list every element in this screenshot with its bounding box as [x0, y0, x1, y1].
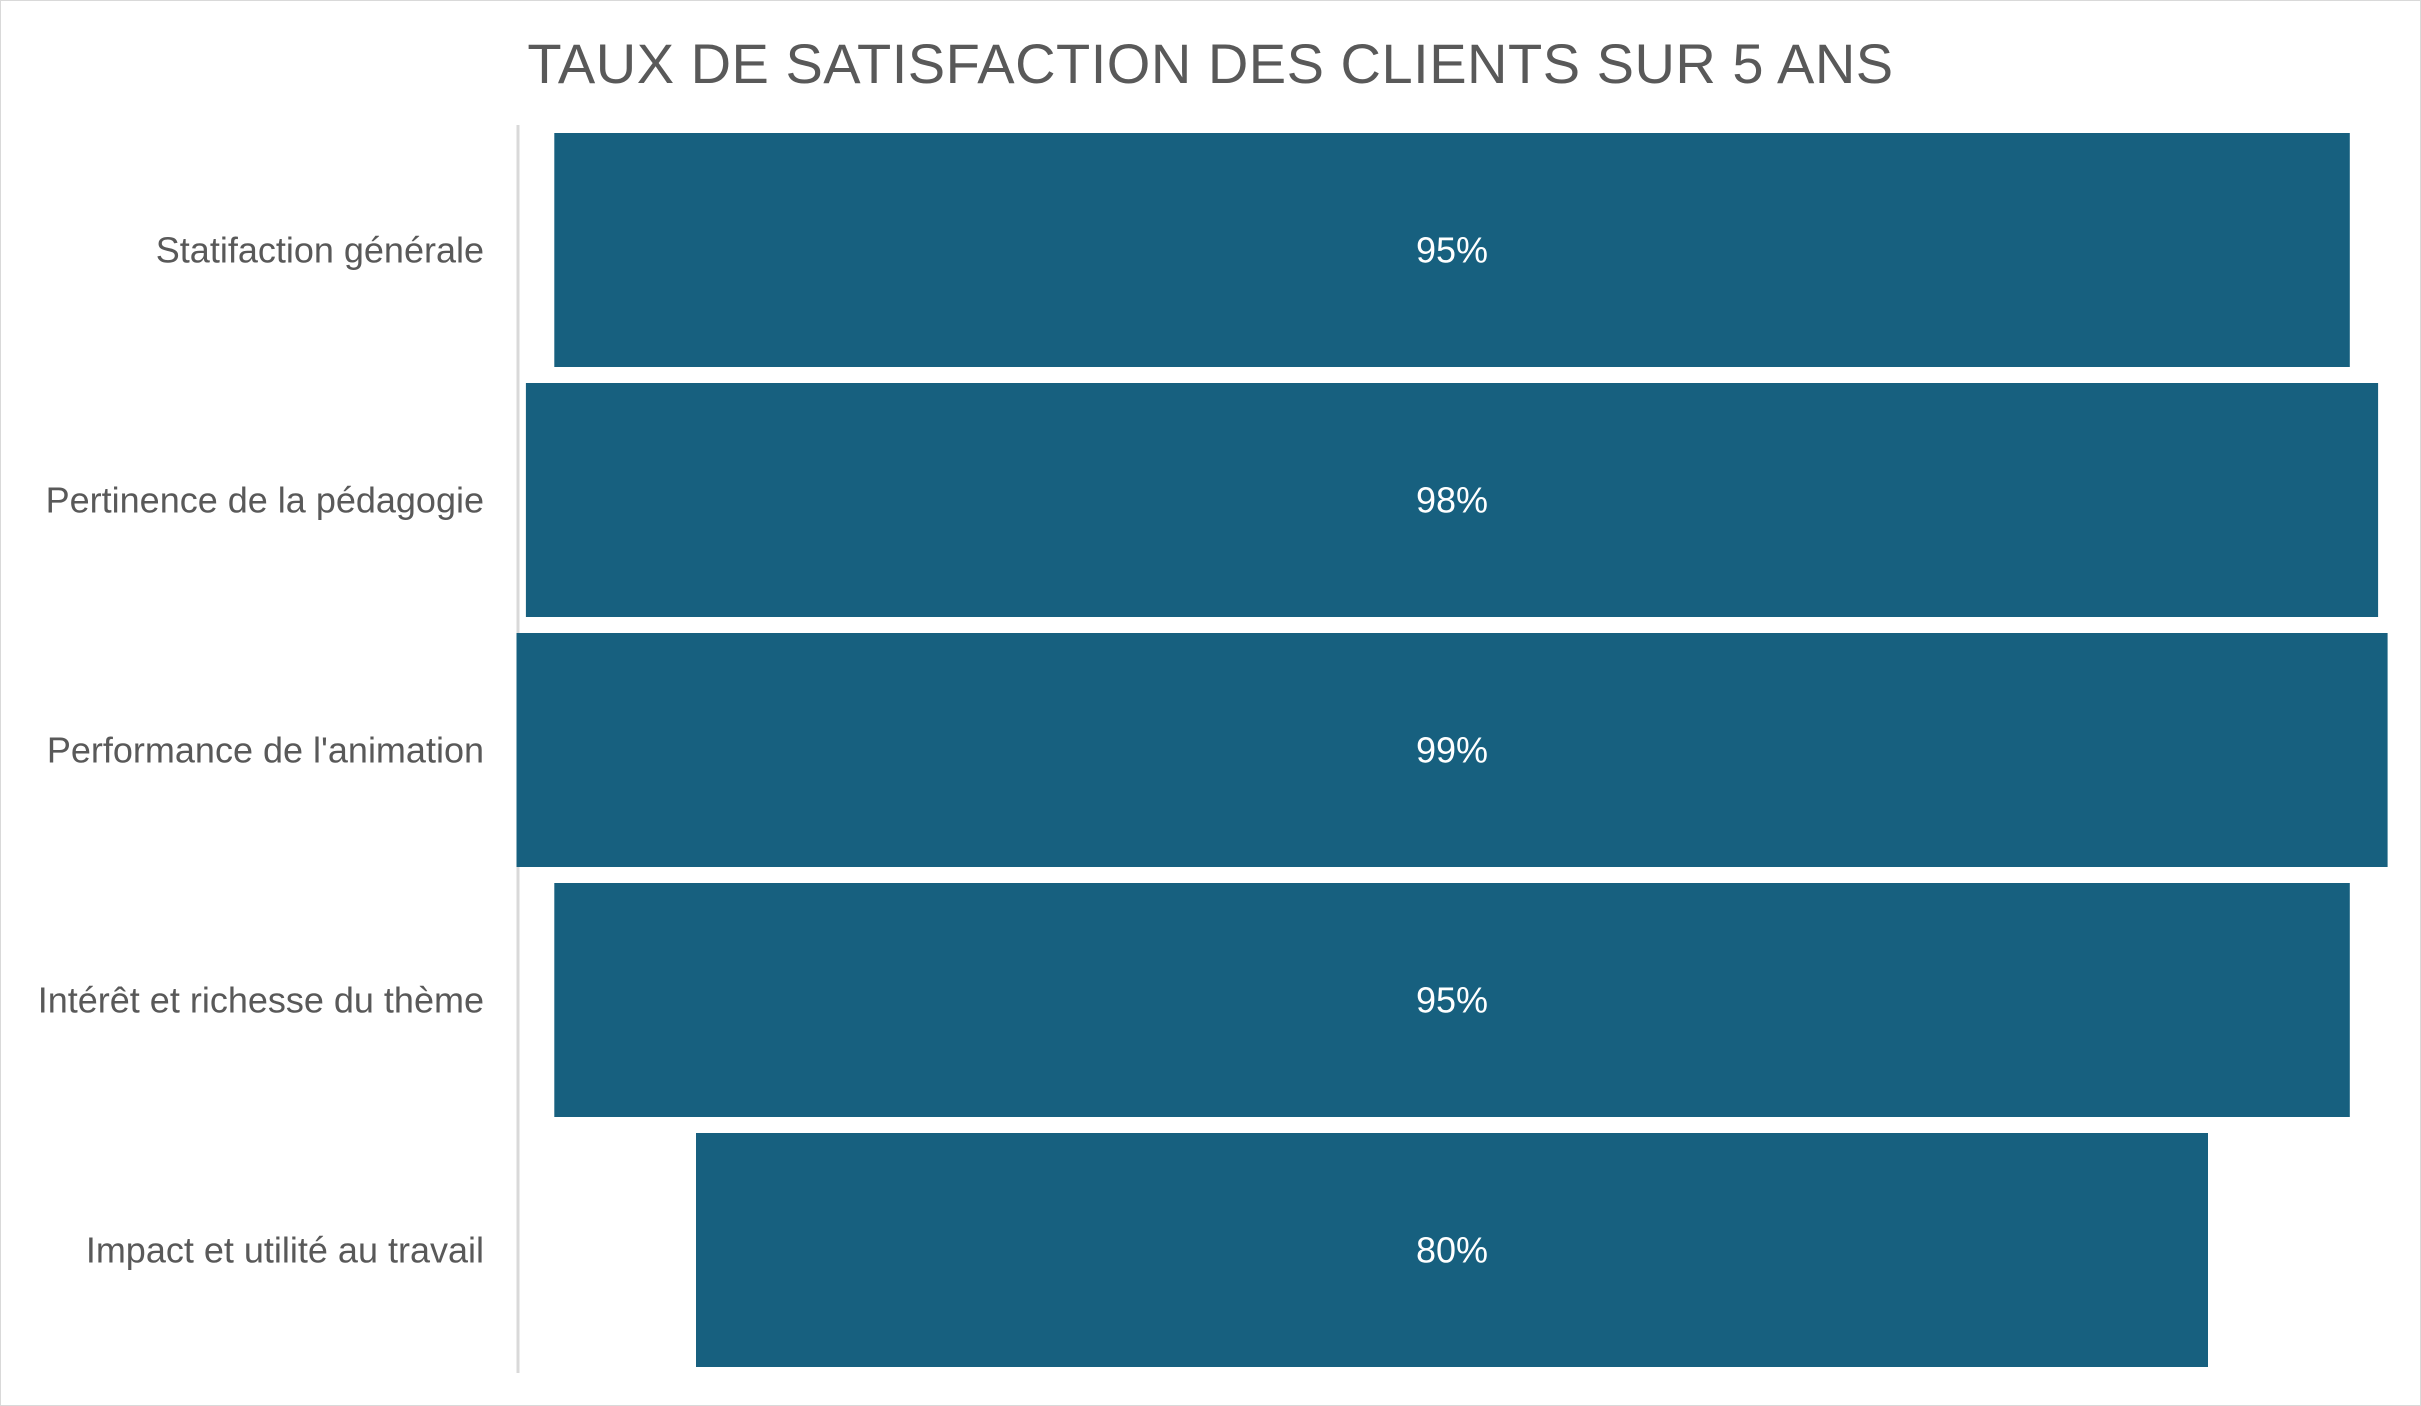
- funnel-bar: [525, 383, 2379, 617]
- category-label: Impact et utilité au travail: [86, 1230, 484, 1271]
- funnel-bar: [516, 633, 2388, 867]
- category-label: Statifaction générale: [156, 230, 484, 271]
- data-label: 99%: [1416, 730, 1488, 771]
- data-label: 98%: [1416, 480, 1488, 521]
- data-label: 95%: [1416, 230, 1488, 271]
- chart-title: TAUX DE SATISFACTION DES CLIENTS SUR 5 A…: [527, 32, 1894, 95]
- funnel-bar: [554, 883, 2350, 1117]
- funnel-bar: [554, 133, 2350, 367]
- category-label: Performance de l'animation: [47, 730, 484, 771]
- category-label: Intérêt et richesse du thème: [38, 980, 484, 1021]
- data-label: 95%: [1416, 980, 1488, 1021]
- funnel-bar: [696, 1133, 2208, 1367]
- data-label: 80%: [1416, 1230, 1488, 1271]
- category-label: Pertinence de la pédagogie: [46, 480, 484, 521]
- bars-group: 95% Statifaction générale 98% Pertinence de…: [38, 133, 2388, 1367]
